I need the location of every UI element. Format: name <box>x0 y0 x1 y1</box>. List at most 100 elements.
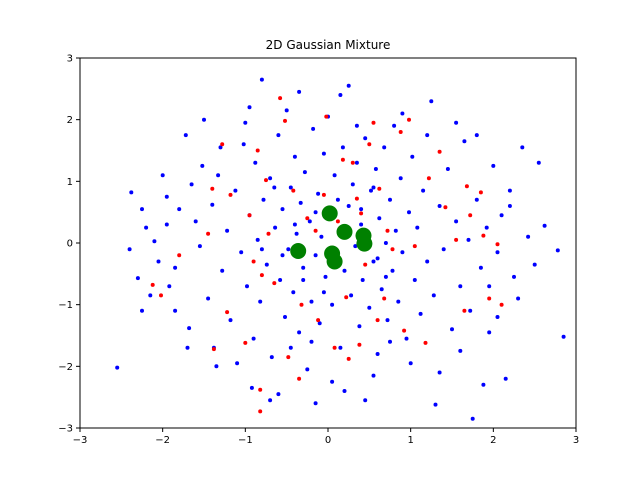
data-point-0-41 <box>283 315 287 319</box>
data-point-0-112 <box>445 167 450 171</box>
data-point-0-155 <box>164 222 169 227</box>
data-point-0-54 <box>309 299 314 304</box>
data-point-0-110 <box>437 204 442 208</box>
y-tick-label-0: −3 <box>58 424 73 435</box>
data-point-0-8 <box>167 284 172 289</box>
data-point-0-108 <box>431 293 436 298</box>
data-point-0-104 <box>418 311 423 316</box>
data-point-0-163 <box>247 105 252 110</box>
data-point-0-164 <box>474 133 479 138</box>
data-point-1-22 <box>297 376 302 381</box>
points-layer <box>115 77 566 421</box>
data-point-0-189 <box>321 290 326 295</box>
data-point-0-68 <box>338 345 343 350</box>
data-point-0-39 <box>278 278 283 282</box>
data-point-0-11 <box>183 133 188 138</box>
data-point-0-169 <box>140 207 144 212</box>
data-point-1-12 <box>258 387 263 392</box>
data-point-0-131 <box>516 296 521 301</box>
data-point-0-55 <box>311 126 316 131</box>
data-point-0-12 <box>187 326 192 331</box>
data-point-2-3 <box>356 235 373 252</box>
data-point-0-69 <box>340 145 345 150</box>
data-point-1-14 <box>259 273 264 278</box>
data-point-0-109 <box>433 402 438 407</box>
data-point-0-116 <box>462 139 467 144</box>
data-point-1-11 <box>255 148 260 153</box>
data-point-0-100 <box>407 210 411 215</box>
data-point-1-43 <box>390 247 395 252</box>
data-point-0-15 <box>200 163 205 168</box>
data-point-0-115 <box>458 284 463 289</box>
data-point-0-132 <box>520 145 525 150</box>
data-point-1-50 <box>437 149 442 154</box>
data-point-1-28 <box>332 345 337 350</box>
data-point-1-13 <box>258 409 263 414</box>
data-point-0-94 <box>392 123 397 128</box>
data-point-1-23 <box>299 302 304 307</box>
data-point-0-185 <box>259 247 264 252</box>
data-point-0-56 <box>313 253 318 258</box>
data-point-0-24 <box>239 250 244 255</box>
data-point-0-179 <box>301 278 306 282</box>
data-point-0-122 <box>481 382 486 387</box>
data-point-1-62 <box>359 211 364 216</box>
data-point-0-30 <box>255 237 260 242</box>
data-point-0-22 <box>228 318 233 323</box>
data-point-0-77 <box>357 324 362 329</box>
data-point-0-95 <box>393 228 398 233</box>
data-point-0-143 <box>371 373 376 378</box>
data-point-1-24 <box>305 216 310 221</box>
data-point-1-49 <box>426 176 431 181</box>
data-point-0-111 <box>441 247 446 252</box>
data-point-0-26 <box>245 284 249 289</box>
data-point-0-148 <box>160 173 165 178</box>
data-point-0-0 <box>115 365 120 370</box>
data-point-2-6 <box>290 243 307 259</box>
y-tick-label-2: −1 <box>58 300 73 311</box>
y-axis: −3 −2 −1 0 1 2 3 <box>58 54 80 435</box>
data-point-1-35 <box>357 342 362 347</box>
data-point-0-181 <box>280 253 285 258</box>
data-point-0-182 <box>359 222 364 227</box>
data-point-0-149 <box>218 145 223 150</box>
data-point-0-85 <box>373 167 378 171</box>
x-tick-label-6: 3 <box>573 435 579 446</box>
data-point-0-74 <box>350 182 355 187</box>
data-point-0-124 <box>487 330 492 335</box>
data-point-1-63 <box>313 228 318 233</box>
data-point-0-4 <box>144 225 149 230</box>
data-point-0-50 <box>301 265 306 270</box>
y-tick-label-6: 3 <box>67 54 73 65</box>
data-point-0-114 <box>454 219 459 224</box>
data-point-0-147 <box>458 348 463 353</box>
data-point-1-33 <box>350 160 355 165</box>
data-point-0-9 <box>173 308 178 313</box>
data-point-1-19 <box>283 118 287 123</box>
data-point-0-113 <box>450 327 454 332</box>
data-point-1-3 <box>206 231 211 236</box>
data-point-0-52 <box>305 367 310 372</box>
data-point-0-21 <box>225 228 230 233</box>
data-point-0-145 <box>408 361 413 366</box>
data-point-0-167 <box>189 182 194 187</box>
data-point-0-178 <box>375 256 380 261</box>
y-tick-label-5: 2 <box>67 115 73 126</box>
data-point-0-53 <box>307 219 312 224</box>
data-point-1-2 <box>177 253 182 258</box>
data-point-1-10 <box>247 213 252 218</box>
data-point-1-1 <box>150 282 155 287</box>
data-point-0-176 <box>173 265 178 270</box>
x-tick-label-3: 0 <box>325 435 331 446</box>
data-point-1-58 <box>487 296 492 301</box>
data-point-1-56 <box>478 190 483 195</box>
data-point-0-137 <box>555 248 560 253</box>
data-point-0-159 <box>268 398 273 403</box>
data-point-0-84 <box>371 259 376 264</box>
data-point-0-158 <box>338 93 343 97</box>
data-point-0-49 <box>298 200 303 205</box>
data-point-1-15 <box>264 178 268 183</box>
data-point-0-33 <box>261 197 266 202</box>
data-point-0-172 <box>388 339 392 344</box>
